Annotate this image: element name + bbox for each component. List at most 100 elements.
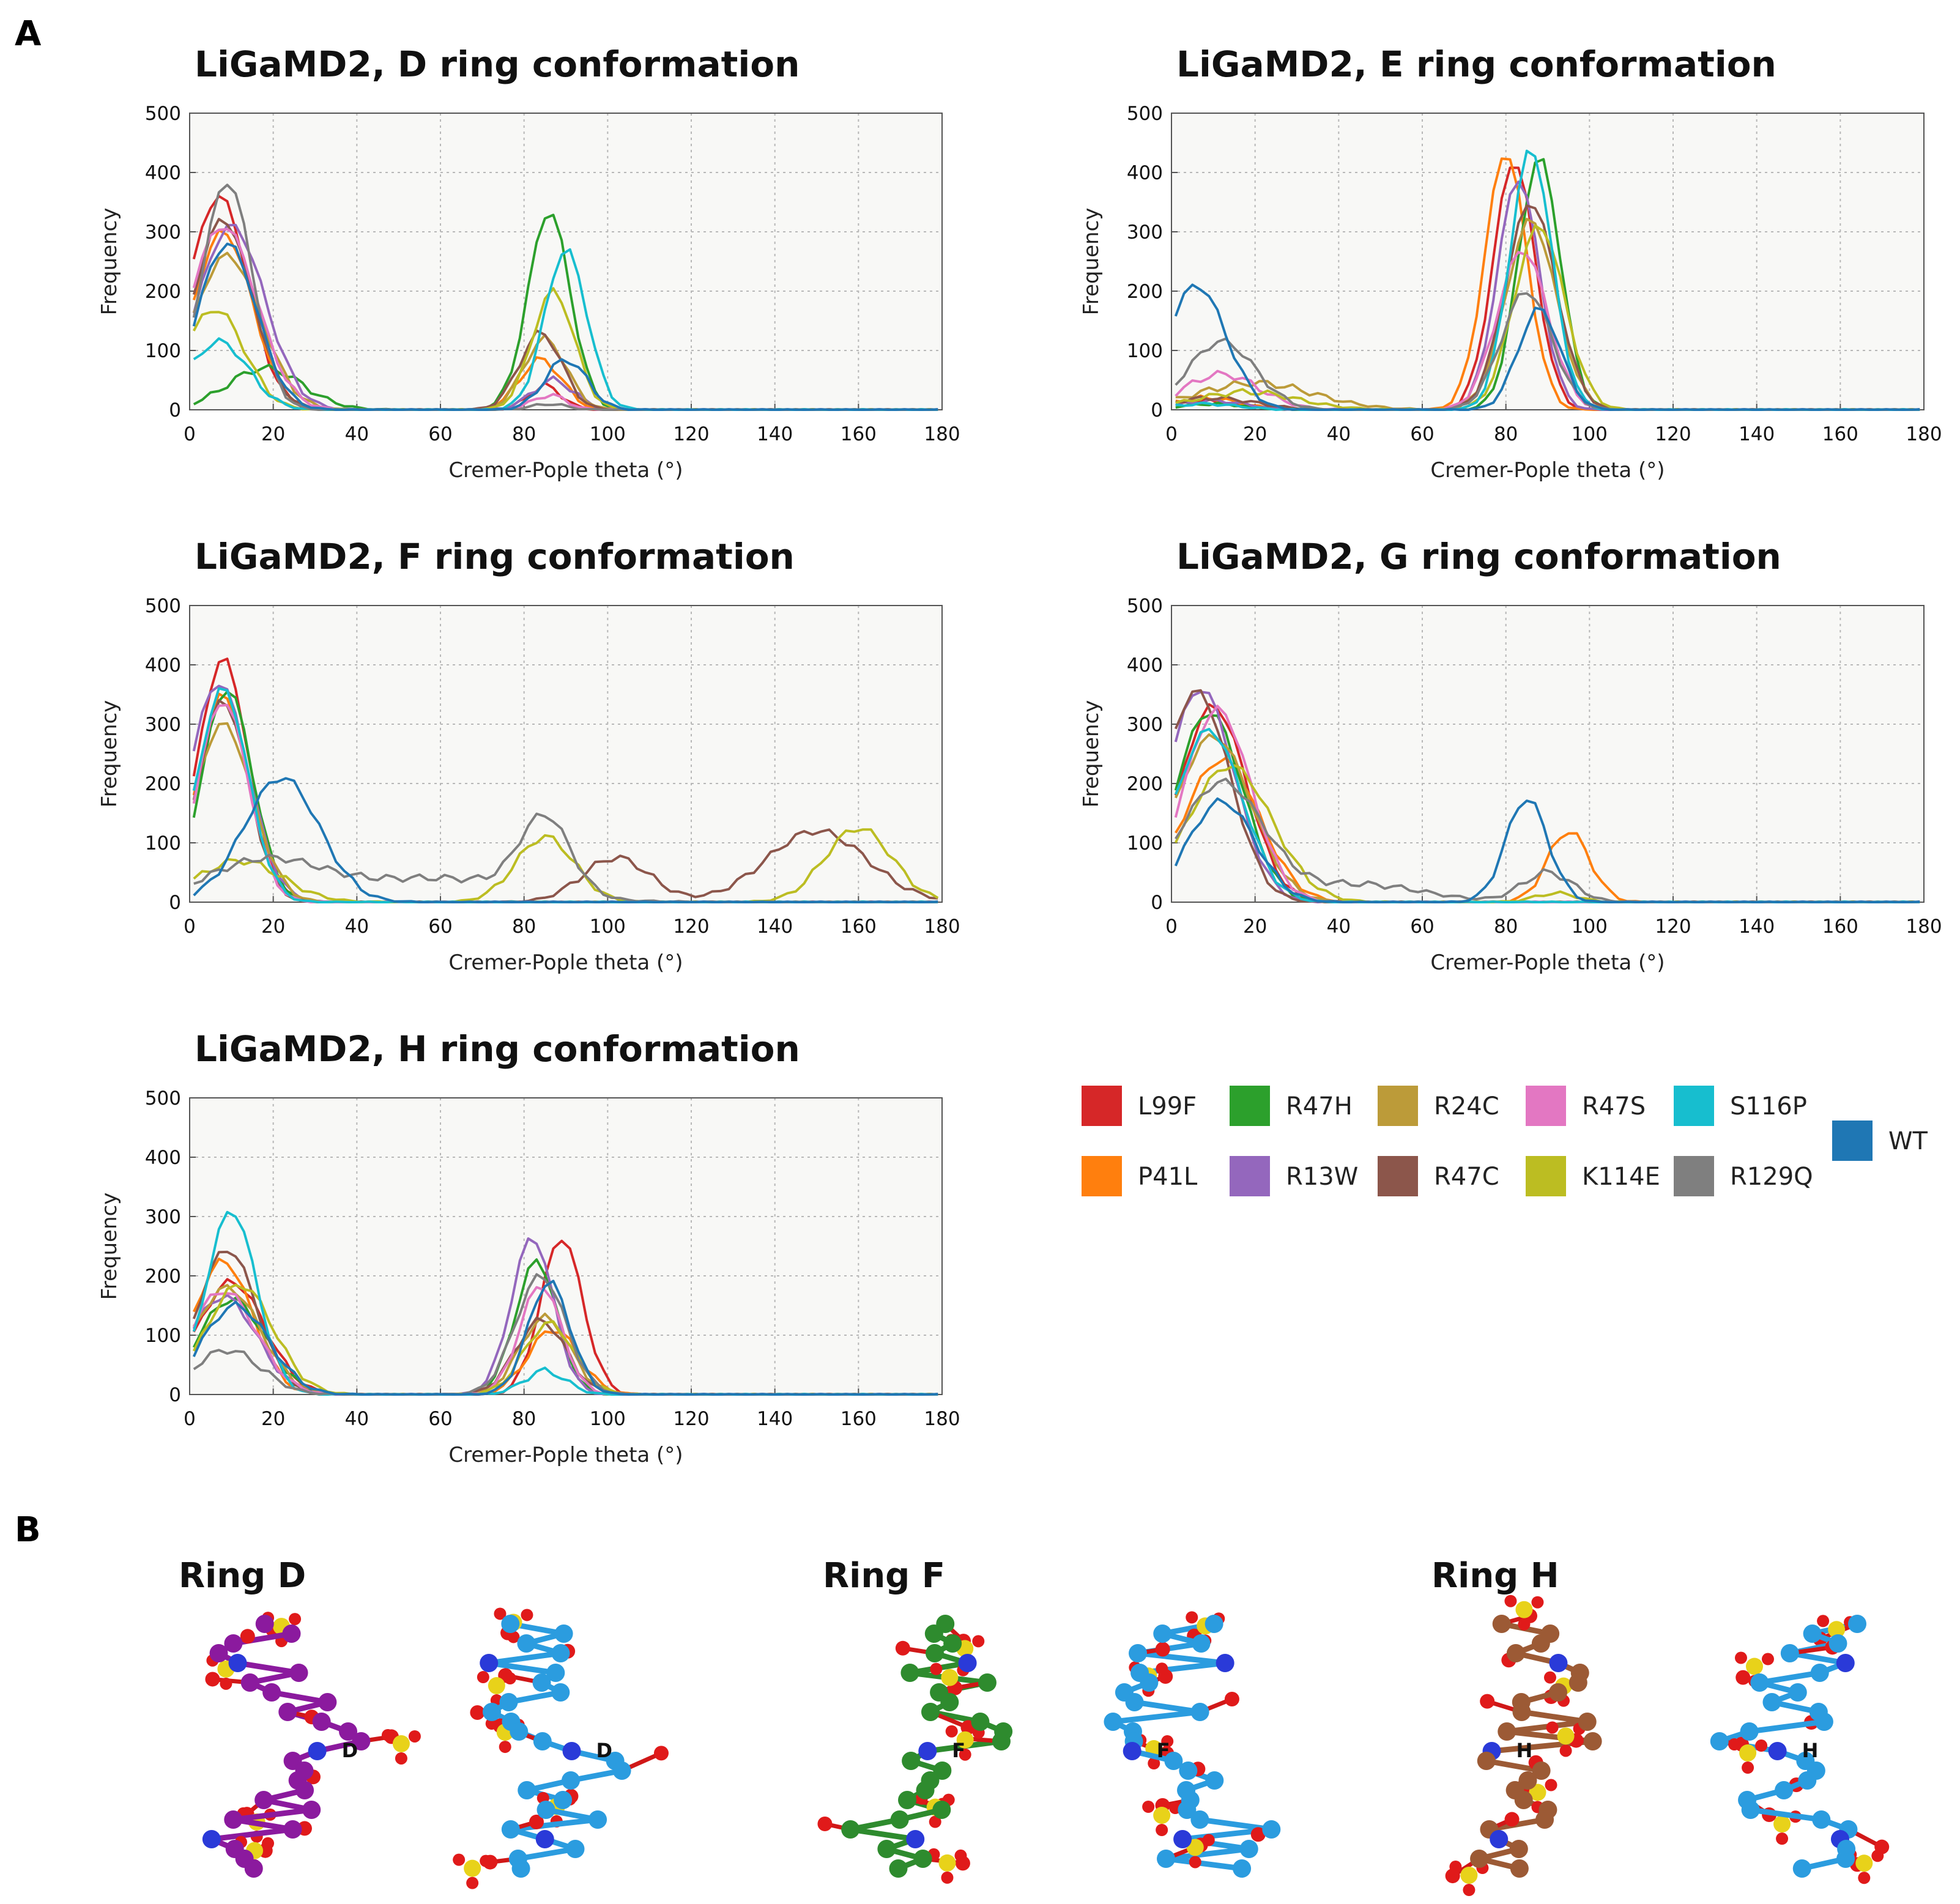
x-tick-label: 120 <box>1655 423 1691 445</box>
oxygen-atom <box>1504 1812 1520 1827</box>
panel-label-a: A <box>15 14 42 54</box>
legend-swatch <box>1674 1086 1714 1126</box>
oxygen-atom <box>1545 1779 1557 1791</box>
y-axis-label: Frequency <box>1079 700 1104 808</box>
carbon-atom <box>511 1859 530 1878</box>
oxygen-atom <box>521 1609 533 1621</box>
x-tick-label: 160 <box>1822 916 1858 938</box>
chart-2: LiGaMD2, E ring conformation 0 20 40 60 80 100… <box>1079 43 1942 483</box>
carbon-atom <box>224 1810 243 1829</box>
carbon-atom <box>916 1781 935 1799</box>
ring-atom-label: F <box>1157 1739 1170 1762</box>
legend-label: K114E <box>1582 1163 1660 1191</box>
legend-label: R47H <box>1286 1092 1353 1121</box>
oxygen-atom <box>1142 1801 1155 1813</box>
oxygen-atom <box>289 1613 302 1626</box>
carbon-atom <box>499 1693 518 1711</box>
ring-atom-label: H <box>1516 1739 1533 1762</box>
y-tick-label: 100 <box>145 340 181 362</box>
x-tick-label: 160 <box>841 916 877 938</box>
carbon-atom <box>1190 1703 1209 1721</box>
legend-swatch <box>1526 1156 1566 1196</box>
plot-area <box>190 606 942 902</box>
plot-frame <box>1171 113 1925 410</box>
bond <box>1485 1758 1542 1774</box>
nitrogen-atom <box>562 1742 581 1760</box>
x-tick-label: 20 <box>261 1408 285 1430</box>
carbon-atom <box>352 1732 371 1750</box>
carbon-atom <box>1568 1673 1587 1692</box>
x-axis-label: Cremer-Pople theta (°) <box>448 458 683 483</box>
carbon-atom <box>1548 1683 1567 1702</box>
x-tick-label: 140 <box>1739 423 1775 445</box>
oxygen-atom <box>1156 1662 1168 1675</box>
legend-item-wt: WT <box>1832 1121 1928 1161</box>
carbon-atom <box>924 1624 943 1643</box>
carbon-atom <box>902 1752 921 1770</box>
nitrogen-atom <box>906 1830 925 1848</box>
legend-item-r47s: R47S <box>1526 1086 1646 1126</box>
ring-panel-h: Ring H H H <box>1431 1556 1890 1897</box>
bond <box>1759 1670 1821 1686</box>
bond <box>1137 1650 1226 1666</box>
oxygen-atom <box>240 1629 255 1644</box>
bond <box>1165 1856 1242 1872</box>
carbon-atom <box>546 1664 565 1682</box>
carbon-atom <box>1239 1840 1258 1858</box>
carbon-atom <box>1125 1693 1144 1711</box>
oxygen-atom <box>507 1631 520 1643</box>
chart-title: LiGaMD2, D ring conformation <box>195 43 800 85</box>
y-tick-label: 100 <box>145 832 181 854</box>
ring-atom-label: D <box>596 1739 613 1762</box>
bond <box>232 1817 294 1832</box>
nitrogen-atom <box>535 1830 554 1848</box>
oxygen-atom <box>1504 1595 1517 1607</box>
ring-title: Ring F <box>823 1556 945 1596</box>
sulfur-atom <box>1460 1867 1478 1884</box>
carbon-atom <box>913 1850 932 1868</box>
molecule-model: D <box>453 1607 669 1889</box>
oxygen-atom <box>1543 1671 1556 1684</box>
nitrogen-atom <box>958 1654 977 1672</box>
oxygen-atom <box>1735 1670 1751 1685</box>
chart-3: LiGaMD2, F ring conformation 0 20 40 60 80 100… <box>97 536 960 975</box>
panel-label-b: B <box>15 1510 41 1550</box>
legend-label: R47C <box>1434 1163 1499 1191</box>
oxygen-atom <box>1518 1618 1531 1631</box>
charts-group: LiGaMD2, D ring conformation 0 20 40 60 80 100… <box>97 43 1942 1467</box>
carbon-atom <box>283 1820 302 1839</box>
carbon-atom <box>282 1624 301 1643</box>
legend-swatch <box>1082 1086 1122 1126</box>
oxygen-atom <box>408 1730 421 1743</box>
series-line-wt <box>192 242 938 411</box>
legend-item-r129q: R129Q <box>1674 1156 1813 1196</box>
carbon-atom <box>1710 1732 1729 1750</box>
carbon-atom <box>566 1840 585 1858</box>
y-tick-label: 100 <box>1127 340 1163 362</box>
nitrogen-atom <box>308 1742 327 1760</box>
bond <box>850 1826 916 1842</box>
ring-atom-label: H <box>1802 1739 1819 1762</box>
x-tick-label: 60 <box>428 916 452 938</box>
y-tick-label: 200 <box>145 1265 181 1287</box>
carbon-atom <box>554 1791 573 1809</box>
oxygen-atom <box>529 1814 544 1829</box>
y-tick-label: 400 <box>145 1147 181 1169</box>
oxygen-atom <box>1546 1721 1559 1734</box>
carbon-atom <box>1205 1615 1223 1633</box>
carbon-atom <box>1509 1840 1528 1858</box>
sulfur-atom <box>1739 1744 1757 1762</box>
nitrogen-atom <box>228 1654 247 1672</box>
carbon-atom <box>1512 1703 1531 1721</box>
y-tick-label: 0 <box>169 399 181 421</box>
legend-label: WT <box>1888 1127 1928 1155</box>
oxygen-atom <box>1734 1651 1747 1664</box>
carbon-atom <box>1205 1771 1224 1790</box>
carbon-atom <box>1192 1634 1211 1653</box>
y-tick-label: 300 <box>145 221 181 243</box>
plot-frame <box>189 113 943 410</box>
carbon-atom <box>1798 1771 1817 1790</box>
oxygen-atom <box>477 1671 489 1684</box>
x-tick-label: 140 <box>757 916 793 938</box>
bond <box>211 1826 294 1842</box>
